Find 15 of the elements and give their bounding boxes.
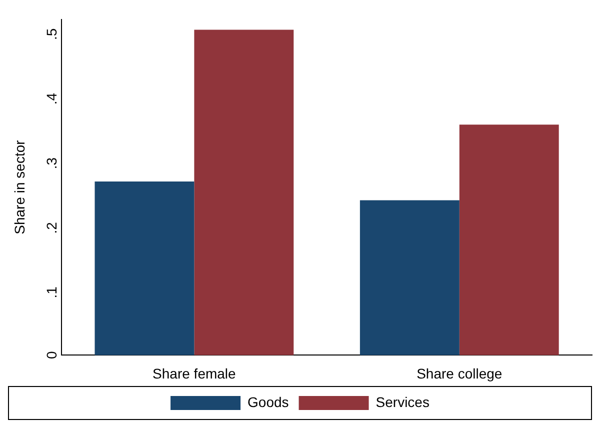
y-tick-label: .1 <box>43 286 60 298</box>
bar <box>194 30 294 356</box>
y-axis-title: Share in sector <box>11 140 28 234</box>
bar <box>94 181 194 356</box>
y-tick-label: 0 <box>43 350 60 359</box>
x-tick-label: Share college <box>416 365 502 382</box>
legend-label: Goods <box>248 394 289 410</box>
x-tick-label: Share female <box>152 365 236 382</box>
y-tick-label: .5 <box>43 28 60 40</box>
bar <box>360 200 460 356</box>
y-tick-label: .2 <box>43 222 60 234</box>
legend-label: Services <box>376 394 430 410</box>
y-tick-label: .4 <box>43 92 60 105</box>
bar <box>459 124 559 356</box>
y-tick-label: .3 <box>43 157 60 170</box>
